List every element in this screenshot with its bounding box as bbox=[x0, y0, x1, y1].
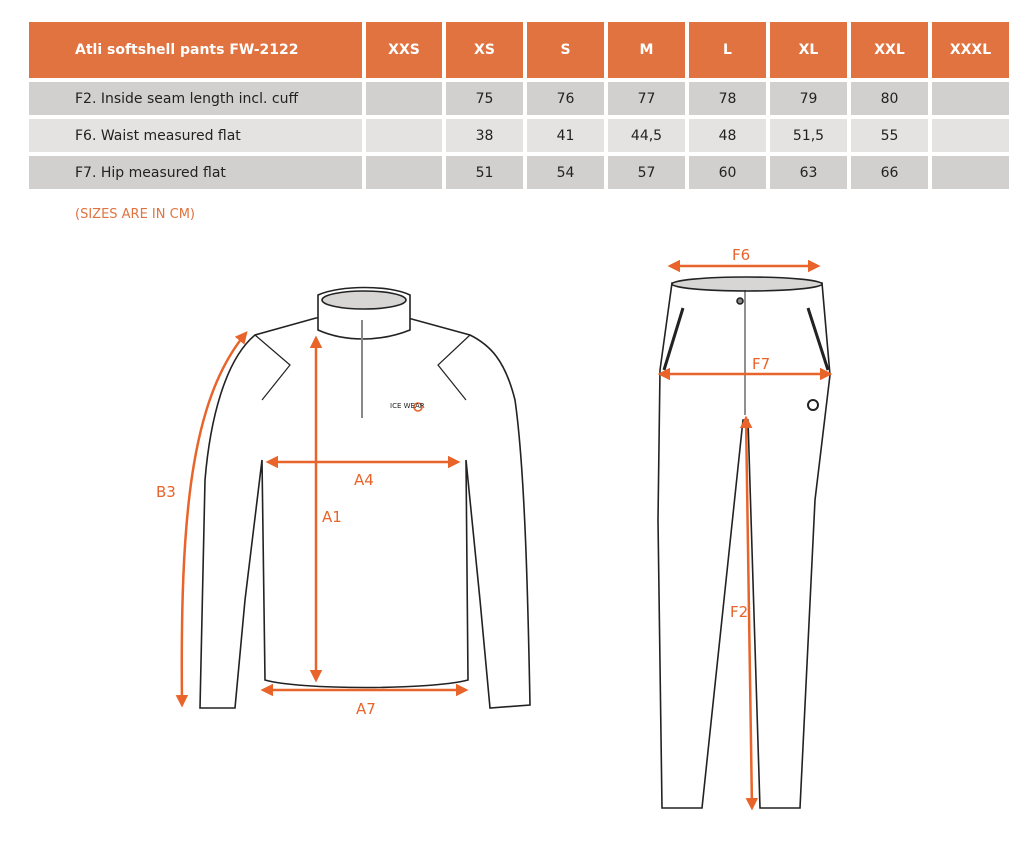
units-note: (SIZES ARE IN CM) bbox=[75, 207, 195, 222]
cell: 48 bbox=[689, 119, 766, 152]
cell: 75 bbox=[446, 82, 523, 115]
jacket-logo: ICE WEAR bbox=[390, 402, 425, 410]
row-label: F2. Inside seam length incl. cuff bbox=[29, 82, 362, 115]
size-header: XXL bbox=[851, 22, 928, 78]
label-b3: B3 bbox=[156, 483, 176, 501]
cell: 66 bbox=[851, 156, 928, 189]
label-f7: F7 bbox=[752, 355, 770, 373]
cell: 41 bbox=[527, 119, 604, 152]
cell: 76 bbox=[527, 82, 604, 115]
size-header: XS bbox=[446, 22, 523, 78]
b3-arrow bbox=[175, 331, 248, 708]
label-a7: A7 bbox=[356, 700, 376, 718]
cell: 38 bbox=[446, 119, 523, 152]
label-a4: A4 bbox=[354, 471, 374, 489]
cell bbox=[932, 119, 1009, 152]
cell: 44,5 bbox=[608, 119, 685, 152]
cell bbox=[932, 156, 1009, 189]
pants-drawing bbox=[657, 276, 831, 809]
table-row: F2. Inside seam length incl. cuff 75 76 … bbox=[29, 82, 1009, 115]
f2-arrow bbox=[739, 415, 759, 811]
table-header: Atli softshell pants FW-2122 XXS XS S M … bbox=[29, 22, 1009, 78]
cell: 60 bbox=[689, 156, 766, 189]
cell bbox=[366, 156, 442, 189]
cell: 57 bbox=[608, 156, 685, 189]
size-header: XXXL bbox=[932, 22, 1009, 78]
size-header: S bbox=[527, 22, 604, 78]
table-row: F6. Waist measured flat 38 41 44,5 48 51… bbox=[29, 119, 1009, 152]
size-table: Atli softshell pants FW-2122 XXS XS S M … bbox=[25, 18, 1013, 193]
cell: 55 bbox=[851, 119, 928, 152]
cell: 79 bbox=[770, 82, 847, 115]
label-a1: A1 bbox=[322, 508, 342, 526]
cell: 54 bbox=[527, 156, 604, 189]
cell: 78 bbox=[689, 82, 766, 115]
table-title: Atli softshell pants FW-2122 bbox=[29, 22, 362, 78]
cell bbox=[366, 82, 442, 115]
cell: 63 bbox=[770, 156, 847, 189]
cell bbox=[366, 119, 442, 152]
cell: 77 bbox=[608, 82, 685, 115]
size-header: XL bbox=[770, 22, 847, 78]
size-header: L bbox=[689, 22, 766, 78]
size-header: M bbox=[608, 22, 685, 78]
size-header: XXS bbox=[366, 22, 442, 78]
row-label: F6. Waist measured flat bbox=[29, 119, 362, 152]
row-label: F7. Hip measured flat bbox=[29, 156, 362, 189]
cell: 51,5 bbox=[770, 119, 847, 152]
table-row: F7. Hip measured flat 51 54 57 60 63 66 bbox=[29, 156, 1009, 189]
cell: 51 bbox=[446, 156, 523, 189]
label-f6: F6 bbox=[732, 246, 750, 264]
jacket-drawing bbox=[199, 286, 531, 709]
cell bbox=[932, 82, 1009, 115]
label-f2: F2 bbox=[730, 603, 748, 621]
cell: 80 bbox=[851, 82, 928, 115]
measurement-arrows bbox=[175, 259, 833, 811]
